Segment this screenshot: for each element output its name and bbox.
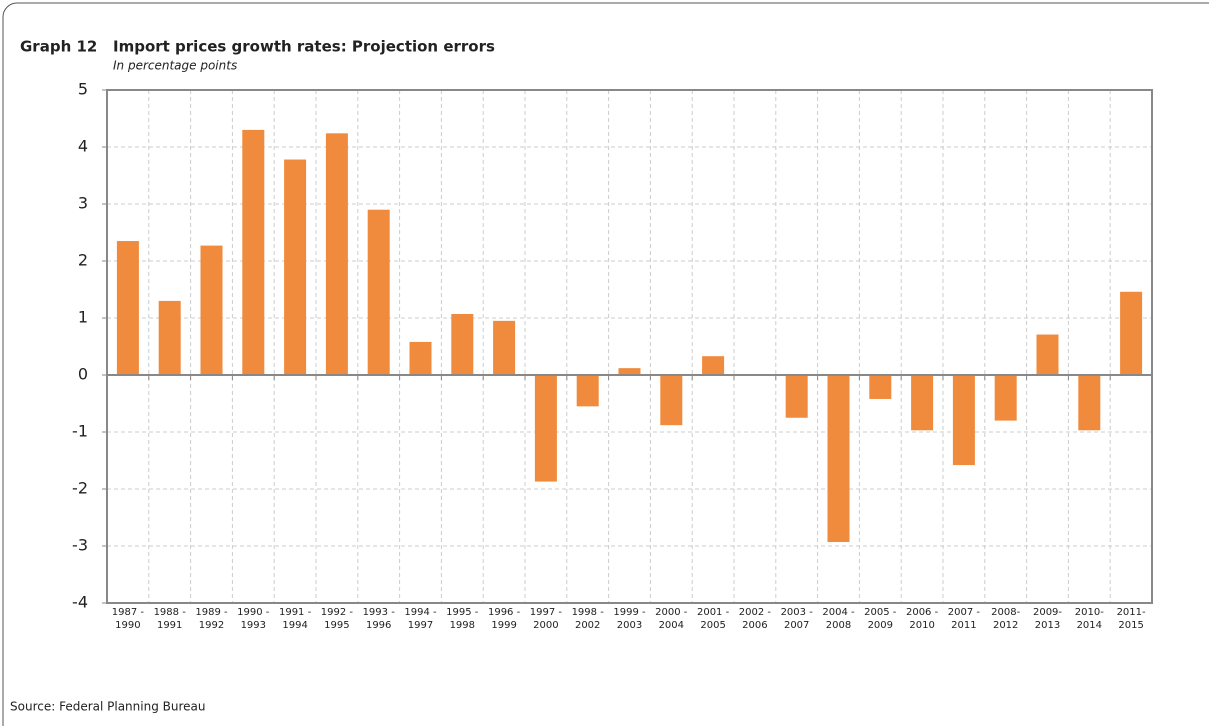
chart-label: Graph 12 — [20, 38, 97, 56]
bar — [911, 375, 934, 431]
y-tick-label: 2 — [78, 251, 88, 270]
bar — [367, 209, 390, 375]
bar — [325, 133, 348, 375]
x-tick-label: 2000 - 2004 — [655, 607, 688, 631]
x-tick-label: 1991 - 1994 — [278, 607, 312, 631]
x-tick-label: 2010- 2014 — [1074, 607, 1104, 631]
bar — [1120, 291, 1143, 375]
x-tick-label: 2005 - 2009 — [864, 607, 897, 631]
x-tick-label: 2008- 2012 — [991, 607, 1021, 631]
source: Source: Federal Planning Bureau — [10, 700, 206, 714]
bar — [785, 375, 808, 418]
bar — [702, 356, 725, 375]
x-tick-label: 1994 - 1997 — [404, 607, 437, 631]
bar — [116, 241, 139, 375]
y-tick-label: 0 — [78, 365, 88, 384]
x-tick-label: 2011- 2015 — [1116, 607, 1146, 631]
bar — [994, 375, 1017, 421]
chart-title: Import prices growth rates: Projection e… — [113, 38, 495, 56]
y-tick-label: 5 — [78, 80, 88, 99]
x-tick-label: 2006 - 2010 — [905, 607, 939, 631]
x-tick-label: 1987 - 1990 — [111, 607, 145, 631]
x-tick-label: 1998 - 2002 — [571, 607, 604, 631]
y-tick-label: 1 — [78, 308, 88, 327]
x-tick-label: 2001 - 2005 — [696, 607, 730, 631]
x-tick-label: 1988 - 1991 — [153, 607, 186, 631]
x-tick-label: 1992 - 1995 — [320, 607, 354, 631]
bar — [242, 129, 265, 375]
x-tick-label: 2003 - 2007 — [780, 607, 813, 631]
x-tick-label: 2004 - 2008 — [822, 607, 855, 631]
bar — [284, 159, 307, 375]
x-tick-label: 1996 - 1999 — [487, 607, 521, 631]
bar — [409, 341, 432, 375]
x-tick-label: 1997 - 2000 — [529, 607, 563, 631]
bar — [158, 300, 181, 375]
bar — [451, 314, 474, 375]
bar — [827, 375, 850, 543]
bar — [493, 320, 516, 375]
bar — [200, 245, 223, 375]
y-tick-label: 3 — [78, 194, 88, 213]
x-tick-label: 2009- 2013 — [1032, 607, 1063, 631]
x-tick-label: 2007 - 2011 — [947, 607, 981, 631]
chart-subtitle: In percentage points — [113, 59, 237, 73]
x-tick-label: 2002 - 2006 — [738, 607, 772, 631]
y-tick-label: 4 — [78, 137, 88, 156]
y-tick-label: -4 — [72, 593, 88, 612]
bar — [618, 368, 641, 375]
bar — [952, 375, 975, 466]
bar — [660, 375, 683, 426]
x-tick-label: 1993 - 1996 — [362, 607, 395, 631]
bar — [576, 375, 599, 407]
bar — [1036, 334, 1059, 375]
x-tick-label: 1990 - 1993 — [237, 607, 270, 631]
y-tick-label: -2 — [72, 479, 88, 498]
bar — [1078, 375, 1101, 431]
x-tick-label: 1995 - 1998 — [446, 607, 479, 631]
x-tick-label: 1989 - 1992 — [195, 607, 228, 631]
y-tick-label: -3 — [72, 536, 88, 555]
plot-border — [106, 89, 1153, 604]
bar — [534, 375, 557, 482]
bar — [869, 375, 892, 399]
y-tick-label: -1 — [72, 422, 88, 441]
x-tick-label: 1999 - 2003 — [613, 607, 646, 631]
